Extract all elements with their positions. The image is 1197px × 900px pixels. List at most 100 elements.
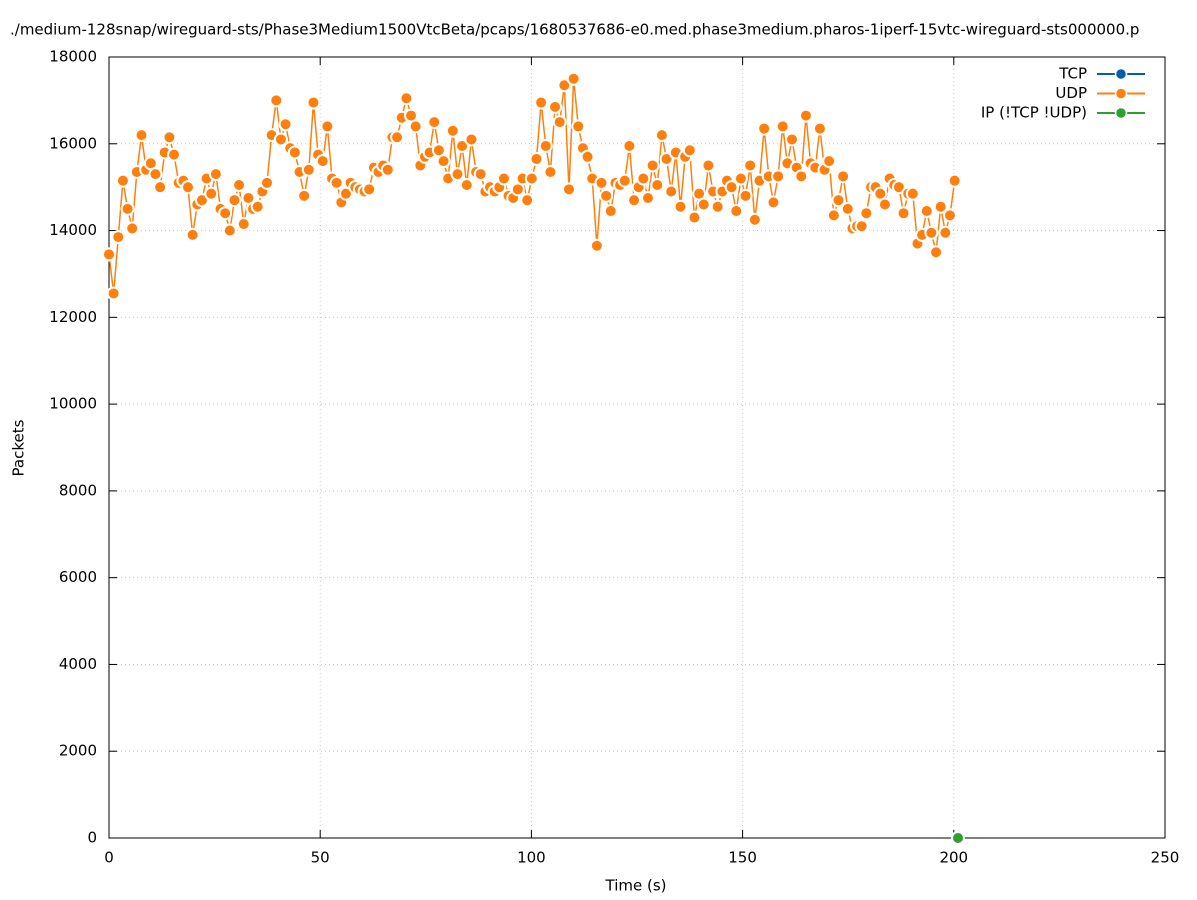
data-point xyxy=(427,115,442,130)
data-point xyxy=(557,78,572,93)
data-point xyxy=(102,247,116,262)
data-point xyxy=(589,238,604,253)
data-point xyxy=(329,175,344,190)
data-point xyxy=(673,199,688,214)
data-point xyxy=(743,158,758,173)
data-point xyxy=(273,132,288,147)
data-point xyxy=(473,167,488,182)
y-tick-label: 8000 xyxy=(59,481,97,499)
data-point xyxy=(204,186,219,201)
data-point xyxy=(269,93,284,108)
data-point xyxy=(617,173,632,188)
y-tick-label: 12000 xyxy=(49,308,97,326)
legend-swatch xyxy=(1114,67,1128,81)
data-point xyxy=(831,193,846,208)
legend-label: IP (!TCP !UDP) xyxy=(981,104,1087,122)
data-point xyxy=(496,171,511,186)
data-point xyxy=(180,180,195,195)
data-point xyxy=(566,71,581,86)
chart-title: ./medium-128snap/wireguard-sts/Phase3Med… xyxy=(10,21,1139,39)
data-point xyxy=(320,119,335,134)
data-point xyxy=(524,171,539,186)
data-point xyxy=(905,186,920,201)
x-axis-label: Time (s) xyxy=(605,877,667,895)
data-point xyxy=(785,132,800,147)
data-point xyxy=(455,138,470,153)
data-point xyxy=(766,195,781,210)
data-point xyxy=(757,121,772,136)
x-tick-label: 0 xyxy=(104,849,114,867)
data-point xyxy=(232,177,247,192)
data-point xyxy=(543,164,558,179)
data-point xyxy=(775,119,790,134)
data-point xyxy=(115,173,130,188)
data-point xyxy=(208,167,223,182)
data-point xyxy=(125,221,140,236)
data-point xyxy=(167,147,182,162)
data-point xyxy=(548,99,563,114)
y-tick-label: 6000 xyxy=(59,568,97,586)
data-point xyxy=(645,158,660,173)
y-tick-label: 0 xyxy=(87,829,97,847)
data-point xyxy=(552,115,567,130)
y-tick-label: 14000 xyxy=(49,221,97,239)
data-point xyxy=(798,108,813,123)
data-point xyxy=(664,184,679,199)
data-point xyxy=(218,206,233,221)
data-point xyxy=(287,145,302,160)
data-point xyxy=(450,167,465,182)
data-point xyxy=(315,154,330,169)
data-point xyxy=(529,151,544,166)
y-tick-label: 4000 xyxy=(59,655,97,673)
data-point xyxy=(250,199,265,214)
data-point xyxy=(380,162,395,177)
legend-label: TCP xyxy=(1058,65,1087,83)
x-tick-label: 250 xyxy=(1151,849,1180,867)
data-point xyxy=(636,171,651,186)
data-point xyxy=(877,197,892,212)
data-point xyxy=(654,128,669,143)
data-point xyxy=(938,225,953,240)
data-point xyxy=(561,182,576,197)
data-point xyxy=(399,91,414,106)
data-point xyxy=(724,180,739,195)
x-tick-label: 100 xyxy=(517,849,546,867)
data-point xyxy=(538,138,553,153)
data-point xyxy=(362,182,377,197)
data-point xyxy=(301,162,316,177)
data-point xyxy=(771,169,786,184)
data-point xyxy=(297,188,312,203)
data-point xyxy=(445,123,460,138)
y-axis-label: Packets xyxy=(10,419,28,476)
data-point xyxy=(919,204,934,219)
x-tick-label: 200 xyxy=(939,849,968,867)
legend-swatch xyxy=(1114,106,1128,120)
data-point xyxy=(194,193,209,208)
data-point xyxy=(859,206,874,221)
data-point xyxy=(738,188,753,203)
data-point xyxy=(594,175,609,190)
legend-swatch xyxy=(1114,87,1128,100)
y-tick-label: 16000 xyxy=(49,134,97,152)
legend-label: UDP xyxy=(1055,84,1087,102)
data-point xyxy=(603,204,618,219)
data-point xyxy=(185,227,200,242)
data-point xyxy=(134,128,149,143)
data-point xyxy=(153,180,168,195)
data-point xyxy=(580,149,595,164)
data-point xyxy=(924,225,939,240)
y-tick-label: 2000 xyxy=(59,742,97,760)
data-point xyxy=(222,223,237,238)
plot-border xyxy=(108,56,1166,839)
data-point xyxy=(812,121,827,136)
data-point xyxy=(622,138,637,153)
data-point xyxy=(747,212,762,227)
data-point xyxy=(733,171,748,186)
data-point xyxy=(794,169,809,184)
data-point xyxy=(306,95,321,110)
data-point xyxy=(162,130,177,145)
data-point xyxy=(840,201,855,216)
data-point xyxy=(942,208,957,223)
data-point xyxy=(534,95,549,110)
data-point xyxy=(390,130,405,145)
